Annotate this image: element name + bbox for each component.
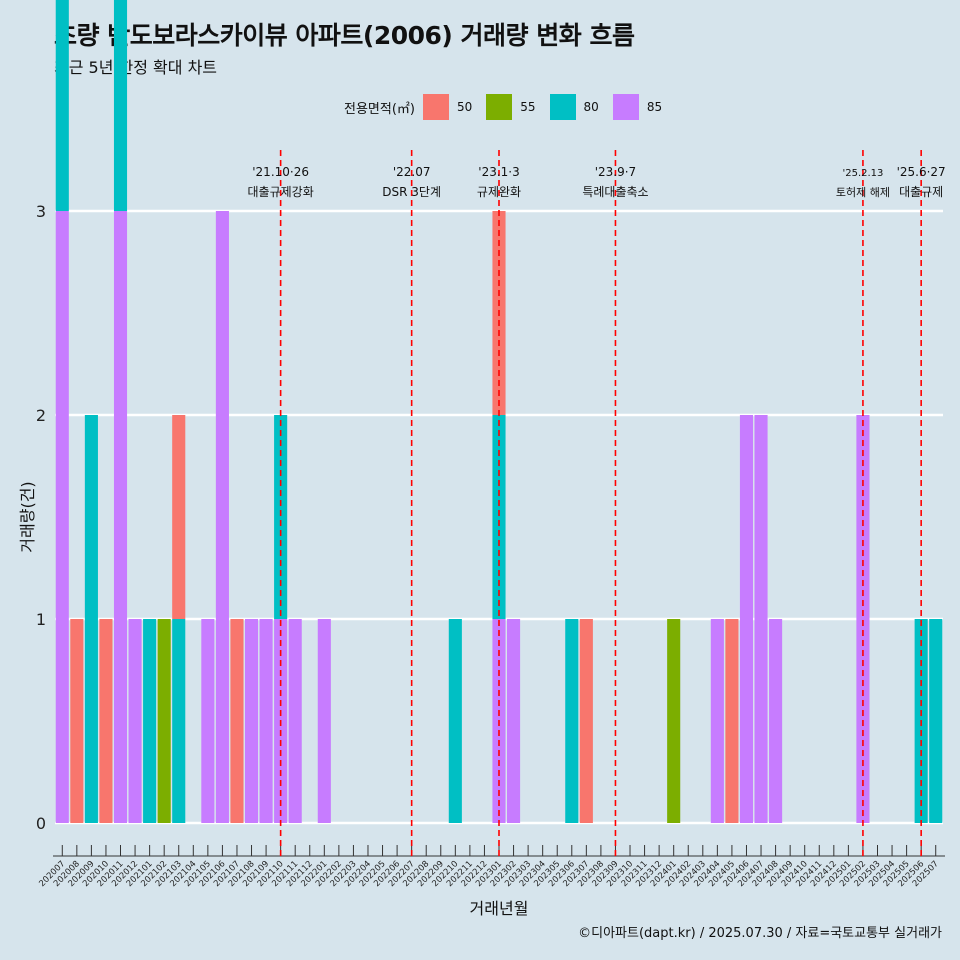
annotation-label-4: 토허제 해제: [836, 185, 890, 199]
bar-202408-85: [769, 619, 783, 823]
bar-202103-50: [172, 415, 186, 619]
y-tick-label-1: 1: [36, 610, 46, 629]
bar-202103-80: [172, 619, 186, 823]
bar-202008-50: [70, 619, 84, 823]
legend-swatch-80: [549, 94, 576, 120]
annotation-date-5: '25.6·27: [897, 165, 946, 179]
bar-202007-80: [55, 0, 69, 211]
y-tick-label-3: 3: [36, 202, 46, 221]
bar-202105-85: [201, 619, 215, 823]
legend-item-85: 85: [612, 94, 666, 120]
legend-swatch-85: [612, 94, 639, 120]
bar-202401-55: [667, 619, 681, 823]
bar-202502-85: [856, 415, 870, 823]
bar-202407-85: [754, 415, 768, 823]
y-axis-title: 거래량(건): [18, 481, 37, 552]
bar-202111-85: [288, 619, 302, 823]
annotation-date-0: '21.10·26: [252, 165, 309, 179]
bar-202109-85: [259, 619, 273, 823]
legend-item-55: 55: [486, 94, 539, 120]
legend: 전용면적(㎡) 50 55 80 85: [344, 93, 676, 121]
y-tick-label-0: 0: [36, 814, 46, 833]
bar-202406-85: [739, 415, 754, 823]
annotation-label-5: 대출규제: [899, 185, 943, 199]
bar-202102-55: [157, 619, 171, 823]
legend-label-80: 80: [583, 100, 599, 114]
bar-202507-80: [929, 619, 943, 823]
bar-202301-80: [492, 415, 506, 619]
bar-202108-85: [244, 619, 259, 823]
y-tick-label-2: 2: [36, 406, 46, 425]
x-axis-title: 거래년월: [470, 899, 529, 918]
bar-202404-85: [710, 619, 724, 823]
annotation-label-3: 특례대출축소: [582, 185, 648, 199]
legend-item-50: 50: [422, 94, 476, 120]
bar-202302-85: [507, 619, 521, 823]
annotation-label-0: 대출규제강화: [248, 185, 314, 199]
bar-202210-80: [448, 619, 462, 823]
bar-202405-50: [725, 619, 739, 823]
legend-swatch-50: [422, 94, 449, 120]
annotation-date-2: '23.1·3: [478, 165, 519, 179]
bar-202007-85: [55, 211, 69, 823]
bar-202010-50: [99, 619, 113, 823]
annotation-date-3: '23.9·7: [595, 165, 636, 179]
chart-subtitle: 최근 5년 한정 확대 차트: [54, 58, 218, 77]
bar-202307-50: [579, 619, 593, 823]
bar-202306-80: [565, 619, 579, 823]
bar-202009-80: [84, 415, 98, 823]
bar-202012-85: [128, 619, 142, 823]
annotation-date-1: '22.07: [393, 165, 431, 179]
legend-label-50: 50: [456, 100, 473, 114]
annotation-date-4: '25.2.13: [842, 168, 883, 179]
chart-title: 초량 반도보라스카이뷰 아파트(2006) 거래량 변화 흐름: [54, 21, 635, 50]
legend-item-80: 80: [549, 94, 603, 120]
legend-swatch-55: [486, 94, 513, 120]
bar-202101-80: [143, 619, 157, 823]
bar-202011-85: [113, 211, 128, 823]
annotation-label-1: DSR 3단계: [382, 185, 441, 199]
source-caption: ©디아파트(dapt.kr) / 2025.07.30 / 자료=국토교통부 실…: [578, 926, 942, 941]
legend-label-55: 55: [520, 100, 536, 114]
annotation-label-2: 규제완화: [477, 185, 521, 199]
bar-202011-80: [113, 0, 128, 211]
bar-202110-80: [274, 415, 288, 619]
bar-202106-85: [215, 211, 229, 823]
legend-label-85: 85: [646, 100, 663, 114]
bar-202107-50: [230, 619, 244, 823]
bar-202201-85: [317, 619, 331, 823]
legend-title: 전용면적(㎡): [344, 101, 415, 117]
